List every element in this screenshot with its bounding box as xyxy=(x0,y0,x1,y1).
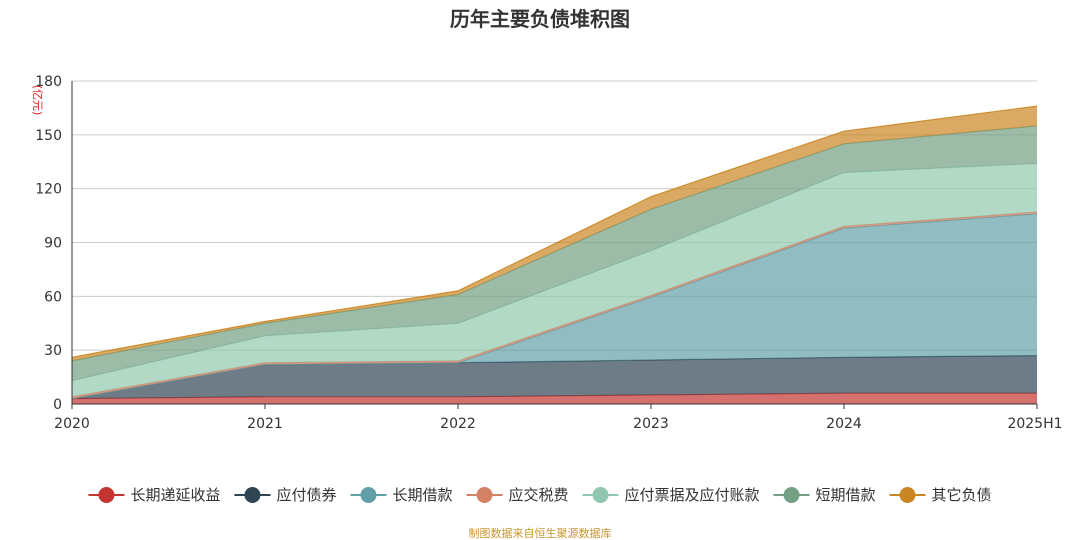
legend-item-4: 应交税费 xyxy=(466,486,569,504)
x-tick-label-2022: 2022 xyxy=(440,416,476,432)
area-series-1 xyxy=(72,393,1037,404)
legend-marker-3 xyxy=(360,487,377,503)
legend-item-1: 长期递延收益 xyxy=(88,486,220,504)
area-series-5 xyxy=(72,163,1037,397)
legend-marker-7 xyxy=(899,487,916,503)
legend-item-7: 其它负债 xyxy=(889,486,992,504)
source-note: 制图数据来自恒生聚源数据库 xyxy=(469,526,612,540)
legend-label-7: 其它负债 xyxy=(932,486,992,504)
area-series-7 xyxy=(72,106,1037,361)
x-tick-label-2024: 2024 xyxy=(826,416,862,432)
y-tick-label-0: 0 xyxy=(53,397,62,413)
x-tick-label-2025H1: 2025H1 xyxy=(1007,416,1062,432)
legend-label-5: 应付票据及应付账款 xyxy=(625,486,760,504)
x-tick-label-2021: 2021 xyxy=(247,416,283,432)
area-series-6 xyxy=(72,125,1037,381)
legend-item-3: 长期借款 xyxy=(350,486,452,504)
y-axis-unit-label: (亿元) xyxy=(31,85,44,116)
legend-marker-6 xyxy=(783,487,800,503)
chart-title: 历年主要负债堆积图 xyxy=(450,7,630,31)
y-tick-label-150: 150 xyxy=(35,128,62,144)
y-tick-label-30: 30 xyxy=(44,343,62,359)
x-tick-label-2023: 2023 xyxy=(633,416,669,432)
legend-marker-1 xyxy=(98,487,115,503)
y-tick-label-120: 120 xyxy=(35,182,62,198)
legend-marker-5 xyxy=(592,487,609,503)
legend-label-2: 应付债券 xyxy=(276,486,336,504)
area-series-3 xyxy=(72,213,1037,399)
legend-marker-2 xyxy=(244,487,261,503)
y-tick-label-180: 180 xyxy=(35,74,62,90)
x-tick-label-2020: 2020 xyxy=(54,416,90,432)
area-series-group xyxy=(71,105,1038,404)
y-tick-label-90: 90 xyxy=(44,236,62,252)
area-series-2 xyxy=(72,355,1037,399)
legend-label-1: 长期递延收益 xyxy=(130,486,220,504)
y-tick-label-60: 60 xyxy=(44,289,62,305)
legend-marker-4 xyxy=(476,487,493,503)
legend-label-6: 短期借款 xyxy=(816,486,876,504)
legend-item-2: 应付债券 xyxy=(234,486,336,504)
legend: 长期递延收益 应付债券 长期借款 应交税费 应付票据及应付账款 短期借款 其它负债 xyxy=(88,486,992,504)
legend-label-4: 应交税费 xyxy=(508,486,568,504)
legend-label-3: 长期借款 xyxy=(392,486,452,504)
axes: 0 30 60 90 120 150 180 2020 2021 2022 2023 2024 2025… xyxy=(35,74,1062,432)
legend-item-6: 短期借款 xyxy=(773,486,876,504)
area-edge-series-7 xyxy=(71,105,1038,358)
legend-item-5: 应付票据及应付账款 xyxy=(582,486,760,504)
